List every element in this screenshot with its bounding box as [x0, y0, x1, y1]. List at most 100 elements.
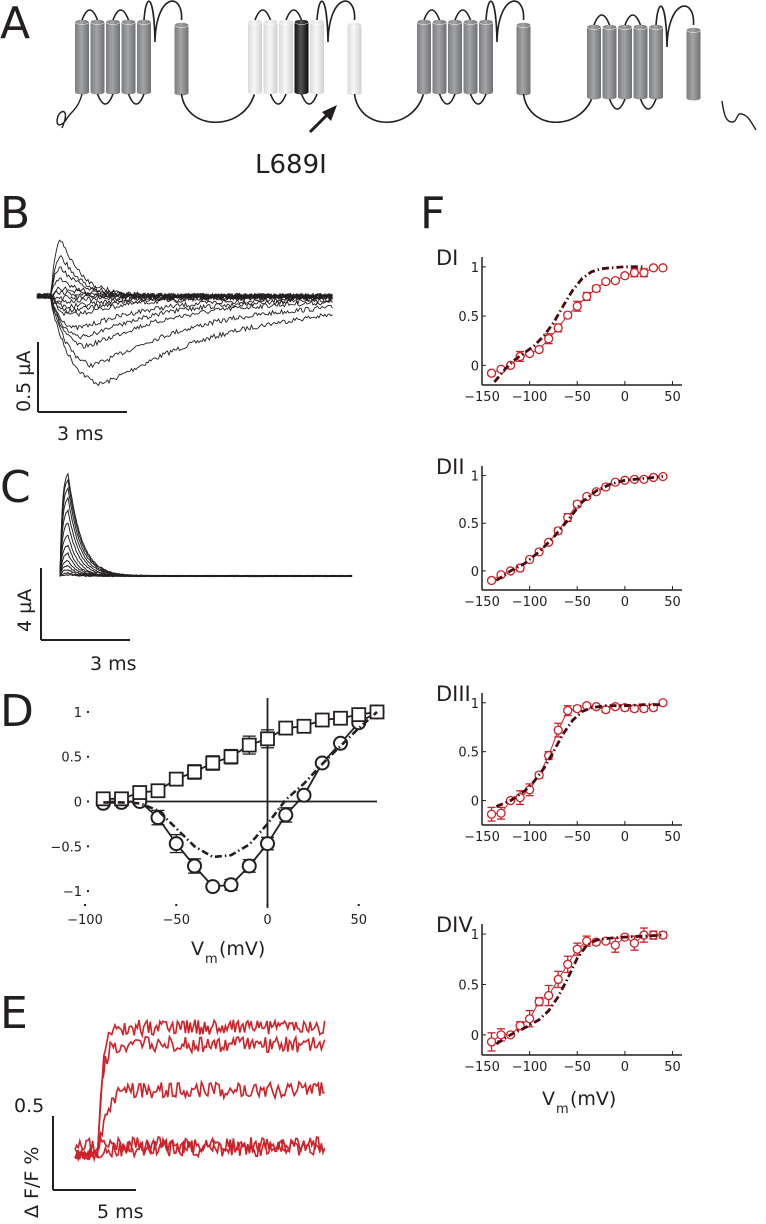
scale-y-label: 0.5: [14, 1095, 44, 1117]
svg-text:V: V: [191, 938, 204, 960]
transmembrane-segment: [263, 19, 278, 95]
transmembrane-segment: [278, 19, 294, 95]
data-point-circle: [572, 703, 582, 714]
scale-y-label: 0.5 µA: [13, 351, 35, 412]
y-tick-label: 1: [74, 706, 82, 721]
fit-curve: [493, 265, 644, 383]
current-trace: [36, 294, 333, 349]
svg-text:V: V: [542, 1088, 555, 1110]
panel-letter-a: A: [0, 0, 31, 49]
data-point-circle: [563, 959, 573, 969]
data-point-circle: [150, 810, 166, 826]
data-point-circle: [496, 1030, 506, 1040]
data-point-circle: [534, 996, 544, 1007]
fluorescence-trace: [74, 1034, 326, 1160]
data-point-circle: [572, 301, 582, 311]
transmembrane-segment: [121, 19, 136, 95]
transmembrane-segment: [309, 19, 325, 95]
y-tick-label: 0: [471, 795, 479, 810]
fluorescence-trace: [74, 1017, 326, 1161]
y-tick-label: −0.5: [50, 840, 82, 855]
x-tick-label: 0: [263, 913, 271, 928]
panel-e-fluorescence-traces: 0.5 Δ F/F % 5 ms: [14, 1017, 326, 1223]
scale-y-label: 4 µA: [14, 589, 36, 632]
transmembrane-segment: [416, 19, 432, 95]
data-point-square: [223, 749, 239, 765]
data-point-square: [369, 704, 385, 720]
x-tick: [266, 904, 269, 906]
current-trace: [36, 266, 333, 300]
current-traces: [59, 472, 353, 578]
panel-f-div-plot: 0 0.5 1 −150 −100 −50 0 50 DIV V m (mV): [436, 913, 682, 1117]
transmembrane-segment: [90, 19, 105, 95]
y-tick: [87, 890, 89, 893]
x-tick-label: −50: [163, 913, 190, 928]
y-tick-label: 0.5: [458, 746, 479, 761]
current-trace: [59, 522, 353, 578]
scale-bar: [37, 342, 127, 413]
x-tick-label: 0: [621, 830, 629, 845]
y-tick-label: 0: [471, 1029, 479, 1044]
current-trace: [59, 508, 353, 578]
scale-x-label: 5 ms: [97, 1201, 144, 1223]
data-point-circle: [553, 323, 563, 333]
intracellular-loop: [639, 98, 657, 110]
x-tick-label: −100: [512, 1060, 548, 1075]
x-tick-label: −150: [464, 1060, 500, 1075]
fit-curve: [495, 703, 663, 808]
current-trace: [36, 239, 333, 300]
data-point-circle: [601, 276, 611, 287]
x-tick-label: −100: [512, 390, 548, 405]
panel-letter-e: E: [0, 988, 28, 1039]
svg-text:(mV): (mV): [219, 938, 265, 960]
transmembrane-segment: [586, 24, 602, 100]
transmembrane-segment: [602, 24, 617, 100]
data-point-square: [333, 710, 348, 726]
y-tick-label: 0: [471, 359, 479, 374]
panel-letter-f: F: [420, 188, 446, 239]
transmembrane-segment: [136, 19, 152, 95]
transmembrane-segment: [633, 24, 648, 100]
current-trace: [59, 486, 353, 578]
y-tick-label: 0: [471, 565, 479, 580]
current-trace: [59, 472, 353, 578]
scale-y-unit: Δ F/F %: [21, 1147, 43, 1218]
data-point-circle: [241, 858, 257, 874]
data-point-circle: [648, 263, 659, 273]
data-point-square: [132, 785, 148, 800]
mutation-arrow: [308, 105, 337, 134]
x-tick-label: 50: [664, 390, 681, 405]
data-point-circle: [205, 879, 221, 895]
panel-letter-b: B: [0, 188, 31, 239]
pore-loop: [143, 0, 183, 43]
transmembrane-segment: [105, 19, 121, 95]
subplot-label: DI: [436, 246, 458, 270]
x-tick-label: 50: [664, 595, 681, 610]
data-point-circle: [486, 368, 497, 378]
transmembrane-segment: [74, 19, 90, 95]
extracellular-loop: [423, 9, 441, 21]
scale-bar: [40, 568, 130, 641]
data-point-circle: [544, 334, 554, 344]
y-tick-label: 1: [471, 261, 479, 276]
data-point-square: [205, 755, 221, 771]
extracellular-loop: [285, 9, 303, 21]
current-trace: [36, 293, 333, 387]
interdomain-linker: [353, 91, 425, 124]
pore-segment: [516, 22, 531, 96]
data-point-square: [150, 783, 166, 799]
intracellular-loop: [438, 93, 456, 105]
pore-loop: [485, 0, 525, 43]
interdomain-linker: [180, 91, 256, 124]
fit-curve: [495, 475, 664, 582]
x-tick-label: −100: [512, 595, 548, 610]
svg-text:m: m: [556, 1102, 569, 1117]
panel-f-diii-plot: 0 0.5 1 −150 −100 −50 0 50 DIII: [436, 682, 682, 845]
transmembrane-segment: [247, 19, 263, 95]
x-tick-label: −100: [67, 913, 103, 928]
data-point-circle: [524, 1014, 535, 1024]
data-point-circle: [553, 725, 563, 735]
x-tick: [357, 904, 360, 906]
svg-text:(mV): (mV): [570, 1088, 616, 1110]
